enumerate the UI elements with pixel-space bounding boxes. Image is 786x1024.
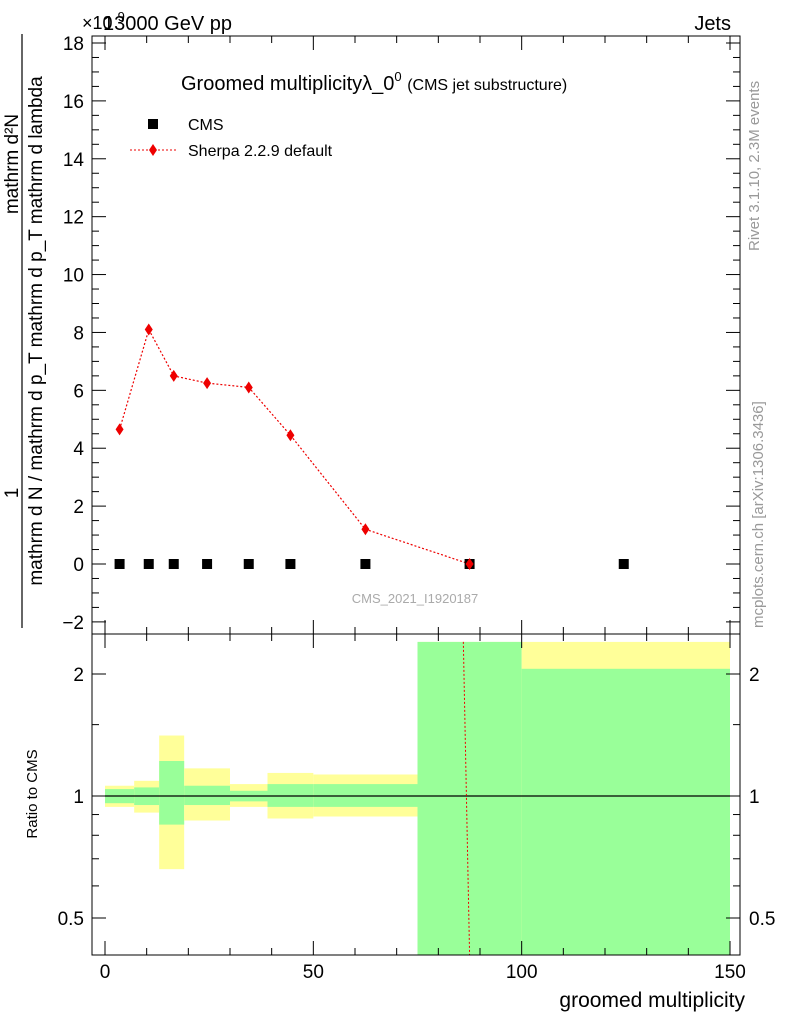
main-ytick-label: 2 bbox=[73, 497, 84, 518]
cms-data-point bbox=[618, 559, 629, 569]
main-ytick-label: 0 bbox=[73, 555, 84, 576]
cms-data-point bbox=[114, 559, 125, 569]
main-ytick-label: 16 bbox=[63, 92, 84, 113]
sherpa-data-point bbox=[361, 523, 370, 536]
main-ytick-label: 18 bbox=[63, 34, 84, 55]
main-panel: Groomed multiplicityλ_00 (CMS jet substr… bbox=[2, 34, 741, 635]
ratio-uncertainty-band-inner bbox=[184, 785, 230, 806]
ratio-sherpa-line bbox=[462, 641, 471, 956]
rivet-label: Rivet 3.1.10, 2.3M events bbox=[746, 81, 763, 251]
ratio-uncertainty-band-inner bbox=[521, 668, 730, 955]
ratio-ytick-label: 1 bbox=[73, 787, 84, 808]
ratio-ytick-label-right: 0.5 bbox=[749, 909, 775, 930]
x-tick-label: 150 bbox=[714, 962, 746, 983]
y-exponent-label: ×10 9 bbox=[82, 9, 125, 33]
cms-data-point bbox=[202, 559, 213, 569]
legend-sherpa-label: Sherpa 2.2.9 default bbox=[188, 143, 333, 160]
y-axis-label-top: mathrm d²N bbox=[2, 114, 23, 214]
sherpa-data-point bbox=[244, 381, 253, 394]
watermark: CMS_2021_I1920187 bbox=[352, 591, 479, 606]
sherpa-data-point bbox=[286, 429, 295, 442]
x-tick-label: 50 bbox=[303, 962, 324, 983]
y-exponent-base: ×10 bbox=[82, 13, 113, 33]
main-title-text: Groomed multiplicityλ_0 bbox=[181, 73, 394, 95]
cms-data-point bbox=[285, 559, 296, 569]
main-ytick-label: 14 bbox=[63, 150, 85, 171]
sherpa-series-line bbox=[119, 328, 470, 565]
legend-cms-label: CMS bbox=[188, 117, 224, 134]
main-title-sup: 0 bbox=[394, 69, 401, 84]
ratio-ytick-label-right: 1 bbox=[749, 787, 760, 808]
main-ytick-label: 10 bbox=[63, 266, 84, 287]
ratio-ytick-label: 0.5 bbox=[58, 909, 84, 930]
main-subtitle: (CMS jet substructure) bbox=[407, 77, 567, 94]
sherpa-data-point bbox=[144, 323, 153, 336]
main-ytick-label: 4 bbox=[73, 439, 84, 460]
cms-data-point bbox=[243, 559, 254, 569]
main-title: Groomed multiplicityλ_00 (CMS jet substr… bbox=[181, 64, 567, 95]
cms-data-point bbox=[168, 559, 179, 569]
y-axis-label-denominator: mathrm d N / mathrm d p_T mathrm d p_T m… bbox=[26, 76, 47, 586]
y-exponent-power: 9 bbox=[118, 9, 125, 24]
main-ytick-label: 12 bbox=[63, 208, 84, 229]
y-axis-label-numerator: 1 bbox=[2, 488, 23, 499]
cms-data-point bbox=[143, 559, 154, 569]
sherpa-data-point bbox=[115, 423, 124, 436]
legend-sherpa-marker bbox=[149, 144, 157, 156]
legend: CMS Sherpa 2.2.9 default bbox=[130, 117, 333, 160]
ratio-uncertainty-band-inner bbox=[159, 761, 185, 825]
main-ytick-label: 8 bbox=[73, 323, 84, 344]
x-tick-label: 100 bbox=[506, 962, 538, 983]
ratio-y-label: Ratio to CMS bbox=[24, 749, 41, 838]
cms-data-point bbox=[360, 559, 371, 569]
main-ytick-label: 6 bbox=[73, 381, 84, 402]
legend-cms-marker bbox=[148, 119, 158, 129]
ratio-ytick-label-right: 2 bbox=[749, 665, 760, 686]
main-ytick-label: −2 bbox=[62, 613, 84, 634]
sherpa-data-point bbox=[169, 369, 178, 382]
ratio-frame bbox=[91, 633, 741, 956]
sherpa-data-point bbox=[465, 558, 474, 570]
x-tick-label: 0 bbox=[100, 962, 111, 983]
ratio-panel: 0.5 0.5 1 1 2 2 0 50 100 150 Ratio to CMS groome… bbox=[24, 633, 775, 1012]
process-label: Jets bbox=[694, 13, 731, 35]
ratio-ytick-label: 2 bbox=[73, 665, 84, 686]
y-axis-label: 1 mathrm d²N mathrm d N / mathrm d p_T m… bbox=[2, 34, 47, 628]
sherpa-data-point bbox=[203, 377, 212, 390]
beam-energy-label: 13000 GeV pp bbox=[103, 13, 232, 35]
ratio-uncertainty-band-inner bbox=[417, 641, 522, 955]
mcplots-label: mcplots.cern.ch [arXiv:1306.3436] bbox=[750, 401, 767, 628]
x-axis-label: groomed multiplicity bbox=[559, 989, 745, 1012]
